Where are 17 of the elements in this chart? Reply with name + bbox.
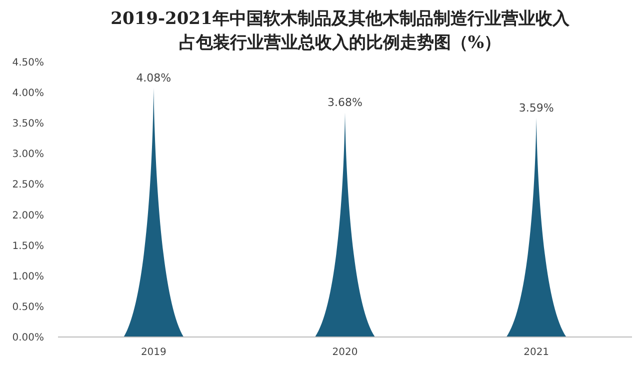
y-tick-label: 1.50% <box>12 240 44 252</box>
y-tick-label: 1.00% <box>12 271 44 282</box>
y-tick-label: 0.50% <box>12 302 44 313</box>
y-tick-label: 4.00% <box>12 88 44 100</box>
y-tick-label: 2.00% <box>12 210 44 222</box>
chart-title: 2019-2021年中国软木制品及其他木制品制造行业营业收入占包装行业营业总收入的比例走势图（%） <box>110 9 570 53</box>
data-label: 3.68% <box>328 96 362 110</box>
y-tick-label: 3.00% <box>12 149 44 160</box>
y-tick-label: 2.50% <box>12 180 44 191</box>
x-tick-label: 2020 <box>332 347 358 358</box>
y-tick-label: 3.50% <box>12 118 44 130</box>
x-tick-label: 2021 <box>524 347 550 358</box>
y-tick-label: 4.50% <box>12 58 44 68</box>
data-label: 4.08% <box>136 72 172 85</box>
x-tick-label: 2019 <box>140 347 166 358</box>
data-label: 3.59% <box>518 102 554 115</box>
y-tick-label: 0.00% <box>12 332 44 344</box>
